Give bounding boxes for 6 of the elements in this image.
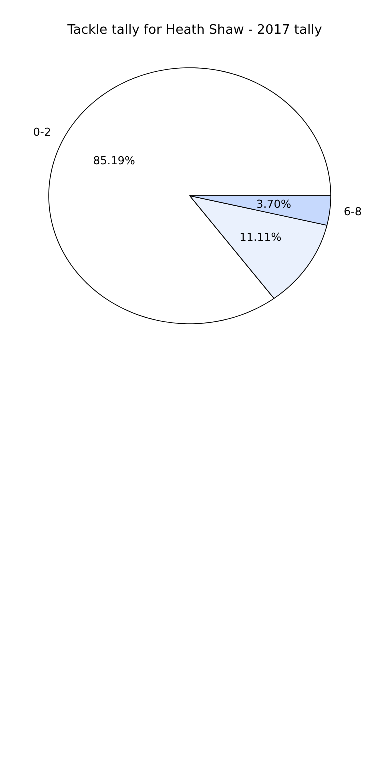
slice-label: 0-2 xyxy=(33,126,52,139)
data-label: 3.70% xyxy=(256,198,292,211)
slice-label: 6-8 xyxy=(344,205,362,218)
data-label: 85.19% xyxy=(93,154,136,168)
chart-title: Tackle tally for Heath Shaw - 2017 tally xyxy=(66,23,323,38)
data-label: 11.11% xyxy=(240,231,282,244)
